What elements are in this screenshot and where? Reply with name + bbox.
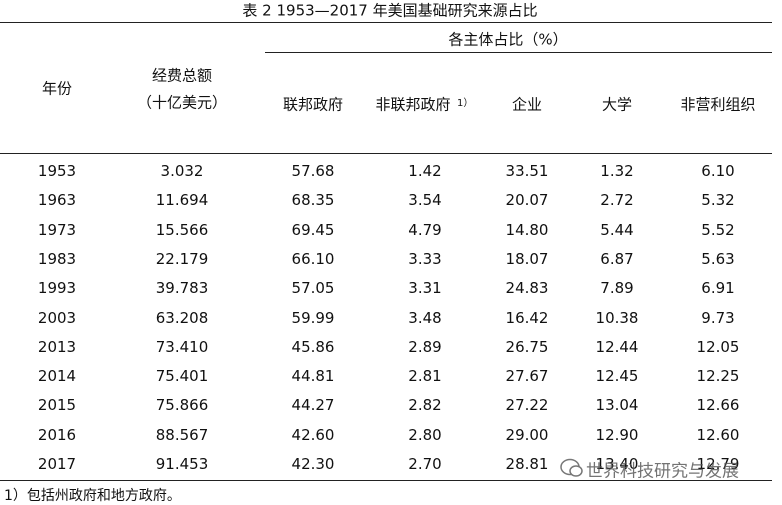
value-cell: 6.10 <box>701 162 735 180</box>
value-cell: 59.99 <box>291 308 335 327</box>
year-cell: 1973 <box>37 220 77 239</box>
year-cell: 2013 <box>37 337 77 356</box>
value-cell: 68.35 <box>291 191 335 210</box>
header-funding: 经费总额 <box>151 66 213 85</box>
header-funding-unit: （十亿美元） <box>136 93 228 112</box>
value-cell: 88.567 <box>155 425 209 444</box>
value-cell: 57.05 <box>291 279 335 298</box>
column-header: 大学 <box>601 95 633 114</box>
value-cell: 15.566 <box>155 220 209 239</box>
value-cell: 5.44 <box>600 220 634 239</box>
value-cell: 18.07 <box>505 249 549 268</box>
value-cell: 42.30 <box>291 455 335 473</box>
value-cell: 26.75 <box>505 337 549 356</box>
value-cell: 27.22 <box>505 396 549 415</box>
value-cell: 44.81 <box>291 367 335 386</box>
value-cell: 2.81 <box>408 367 442 386</box>
watermark: 世界科技研究与发展 <box>586 461 739 482</box>
value-cell: 2.72 <box>600 191 634 210</box>
value-cell: 16.42 <box>505 308 549 327</box>
year-cell: 1993 <box>37 279 77 298</box>
value-cell: 12.25 <box>696 367 740 386</box>
value-cell: 12.45 <box>595 367 639 386</box>
value-cell: 3.33 <box>408 249 442 268</box>
value-cell: 12.90 <box>595 425 639 444</box>
value-cell: 3.032 <box>160 162 204 180</box>
value-cell: 22.179 <box>155 249 209 268</box>
value-cell: 6.87 <box>600 249 634 268</box>
value-cell: 57.68 <box>291 162 335 180</box>
value-cell: 12.05 <box>696 337 740 356</box>
value-cell: 42.60 <box>291 425 335 444</box>
value-cell: 63.208 <box>155 308 209 327</box>
value-cell: 11.694 <box>155 191 209 210</box>
value-cell: 12.44 <box>595 337 639 356</box>
value-cell: 24.83 <box>505 279 549 298</box>
value-cell: 9.73 <box>701 308 735 327</box>
value-cell: 14.80 <box>505 220 549 239</box>
year-cell: 1963 <box>37 191 77 210</box>
value-cell: 28.81 <box>505 455 549 473</box>
header-year: 年份 <box>41 79 73 98</box>
year-cell: 2016 <box>37 425 77 444</box>
value-cell: 33.51 <box>505 162 549 180</box>
value-cell: 5.32 <box>701 191 735 210</box>
group-rule <box>265 52 772 53</box>
value-cell: 27.67 <box>505 367 549 386</box>
value-cell: 73.410 <box>155 337 209 356</box>
year-cell: 1983 <box>37 249 77 268</box>
header-rule <box>0 153 772 154</box>
footnote: 1）包括州政府和地方政府。 <box>4 488 181 504</box>
value-cell: 39.783 <box>155 279 209 298</box>
watermark-icon <box>560 458 583 477</box>
value-cell: 3.54 <box>408 191 442 210</box>
year-cell: 1953 <box>37 162 77 180</box>
value-cell: 69.45 <box>291 220 335 239</box>
value-cell: 66.10 <box>291 249 335 268</box>
value-cell: 12.79 <box>696 455 740 473</box>
value-cell: 75.401 <box>155 367 209 386</box>
value-cell: 1.42 <box>408 162 442 180</box>
value-cell: 5.63 <box>701 249 735 268</box>
year-cell: 2003 <box>37 308 77 327</box>
year-cell: 2015 <box>37 396 77 415</box>
value-cell: 2.80 <box>408 425 442 444</box>
value-cell: 2.89 <box>408 337 442 356</box>
value-cell: 4.79 <box>408 220 442 239</box>
value-cell: 44.27 <box>291 396 335 415</box>
value-cell: 12.66 <box>696 396 740 415</box>
value-cell: 13.04 <box>595 396 639 415</box>
value-cell: 1.32 <box>600 162 634 180</box>
column-header: 企业 <box>511 95 543 114</box>
value-cell: 7.89 <box>600 279 634 298</box>
value-cell: 45.86 <box>291 337 335 356</box>
top-rule <box>0 22 772 23</box>
value-cell: 20.07 <box>505 191 549 210</box>
column-header: 非营利组织 <box>680 95 756 114</box>
year-cell: 2017 <box>37 455 77 473</box>
value-cell: 12.60 <box>696 425 740 444</box>
value-cell: 6.91 <box>701 279 735 298</box>
column-header: 非联邦政府 <box>375 95 451 114</box>
value-cell: 29.00 <box>505 425 549 444</box>
value-cell: 3.48 <box>408 308 442 327</box>
bottom-rule <box>0 480 772 481</box>
table-title: 表 2 1953—2017 年美国基础研究来源占比 <box>242 1 538 20</box>
value-cell: 10.38 <box>595 308 639 327</box>
value-cell: 91.453 <box>155 455 209 473</box>
value-cell: 13.40 <box>595 455 639 473</box>
value-cell: 5.52 <box>701 220 735 239</box>
footnote-marker: 1） <box>457 98 474 109</box>
header-group: 各主体占比（%） <box>448 30 568 49</box>
year-cell: 2014 <box>37 367 77 386</box>
value-cell: 2.82 <box>408 396 442 415</box>
column-header: 联邦政府 <box>282 95 344 114</box>
value-cell: 2.70 <box>408 455 442 473</box>
value-cell: 75.866 <box>155 396 209 415</box>
value-cell: 3.31 <box>408 279 442 298</box>
